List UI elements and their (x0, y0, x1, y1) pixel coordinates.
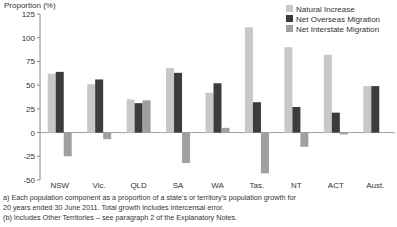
legend-swatch (286, 25, 293, 32)
bar (95, 79, 103, 132)
bar (214, 83, 222, 132)
bar (379, 132, 387, 133)
y-tick (37, 85, 40, 86)
bars (48, 27, 380, 173)
y-tick (37, 156, 40, 157)
bar (174, 73, 182, 133)
bar (182, 133, 190, 163)
y-tick (37, 108, 40, 109)
footnote: 20 years ended 30 June 2011. Total growt… (3, 203, 224, 212)
x-tick-label: Tas. (250, 181, 265, 190)
bar (127, 99, 135, 132)
bar (332, 113, 340, 133)
bar (284, 47, 292, 132)
x-tick-label: WA (211, 181, 224, 190)
x-tick-label: Vic. (93, 181, 106, 190)
footnote: (b) Includes Other Territories – see par… (3, 213, 237, 222)
y-tick-label: -50 (23, 176, 35, 185)
legend-swatch (286, 15, 293, 22)
y-tick-label: 50 (26, 81, 35, 90)
y-tick-label: 0 (31, 129, 36, 138)
bar (56, 72, 64, 133)
y-axis-label: Proportion (%) (4, 1, 56, 10)
bar (253, 102, 261, 132)
bar (166, 68, 174, 133)
chart: Proportion (%) -50 -25 0 25 50 75 100 125 NSW Vic.… (0, 0, 397, 227)
bar (64, 133, 72, 157)
y-tick-label: 100 (22, 34, 36, 43)
bar (87, 84, 95, 132)
y-tick-label: -25 (23, 152, 35, 161)
bar (363, 86, 371, 132)
x-tick-label: NSW (50, 181, 69, 190)
y-tick (37, 37, 40, 38)
y-tick (37, 180, 40, 181)
x-tick-label: Aust. (366, 181, 384, 190)
bar (135, 103, 143, 132)
bar (324, 55, 332, 133)
footnote: a) Each population component as a propor… (3, 193, 296, 202)
y-tick (37, 61, 40, 62)
bar (143, 100, 151, 132)
x-tick-label: SA (173, 181, 184, 190)
bar (103, 133, 111, 140)
bar (340, 133, 348, 135)
y-tick-label: 75 (26, 57, 35, 66)
legend-swatch (286, 5, 293, 12)
y-tick-label: 125 (22, 10, 36, 19)
x-tick-label: NT (291, 181, 302, 190)
bar (292, 107, 300, 133)
bar (48, 74, 56, 133)
y-tick (37, 14, 40, 15)
y-tick (37, 132, 40, 133)
legend-label: Net Overseas Migration (296, 15, 380, 24)
legend-label: Net Interstate Migration (296, 25, 379, 34)
bar (206, 93, 214, 133)
x-tick-label: QLD (130, 181, 147, 190)
bar (300, 133, 308, 147)
bar (371, 86, 379, 132)
legend-label: Natural Increase (296, 5, 355, 14)
bar (261, 133, 269, 174)
y-axis (40, 14, 41, 180)
y-tick-label: 25 (26, 105, 35, 114)
bar (222, 128, 230, 133)
bar (245, 27, 253, 132)
x-tick-label: ACT (328, 181, 344, 190)
